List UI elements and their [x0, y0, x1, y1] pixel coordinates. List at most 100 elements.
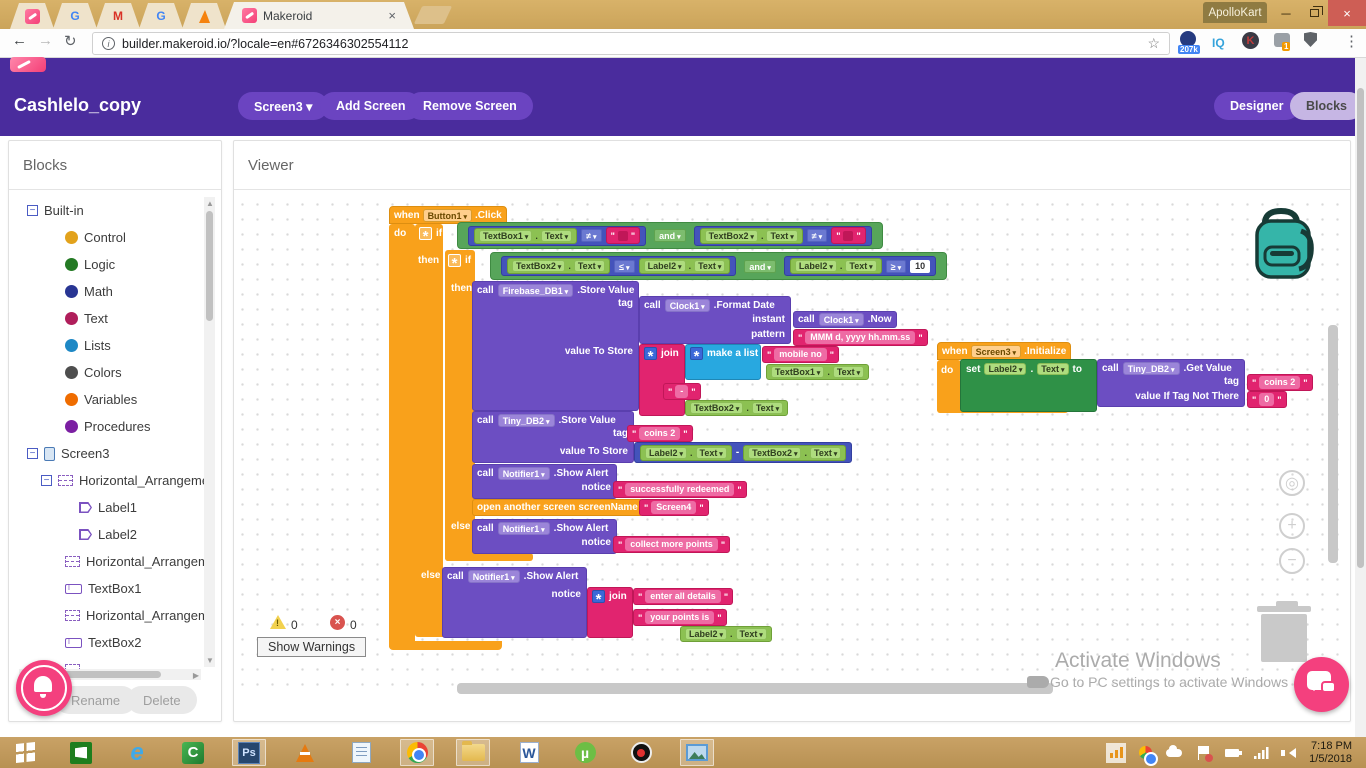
taskbar-explorer-button[interactable]: [456, 739, 490, 766]
tree-item-built-in[interactable]: − Built-in: [9, 197, 205, 224]
taskbar-camtasia-button[interactable]: C: [176, 739, 210, 766]
textbox2-dropdown[interactable]: TextBox2: [704, 229, 758, 242]
your-points-text-block[interactable]: " your points is ": [633, 609, 727, 626]
browser-profile-name[interactable]: ApolloKart: [1203, 2, 1267, 23]
remove-screen-button[interactable]: Remove Screen: [407, 92, 533, 120]
scroll-right-icon[interactable]: ▶: [192, 671, 199, 680]
tree-item-textbox1[interactable]: I TextBox1: [9, 575, 205, 602]
shield-extension-icon[interactable]: [1304, 32, 1317, 50]
label2-dropdown[interactable]: Label2: [643, 260, 686, 272]
taskbar-photos-button[interactable]: [680, 739, 714, 766]
tree-item-screen3[interactable]: − Screen3: [9, 440, 205, 467]
neq-operator-dropdown[interactable]: ≠: [581, 229, 602, 242]
mutator-gear-icon[interactable]: [690, 347, 703, 360]
taskbar-clock[interactable]: 7:18 PM 1/5/2018: [1309, 740, 1358, 766]
pinned-tab-google-favicon[interactable]: G: [139, 3, 183, 29]
and-operator-dropdown[interactable]: and: [654, 229, 686, 242]
show-warnings-button[interactable]: Show Warnings: [257, 637, 367, 657]
taskbar-utorrent-button[interactable]: µ: [568, 739, 602, 766]
window-minimize-button[interactable]: ─: [1281, 5, 1291, 21]
textbox2-dropdown[interactable]: TextBox2: [512, 260, 566, 272]
tree-item-math[interactable]: Math: [9, 278, 205, 305]
tree-item-variables[interactable]: Variables: [9, 386, 205, 413]
geq-operator-dropdown[interactable]: ≥: [885, 259, 907, 273]
text-property-dropdown[interactable]: Text: [832, 366, 865, 378]
makeroid-logo[interactable]: [10, 57, 46, 72]
blocks-tab-button[interactable]: Blocks: [1290, 92, 1363, 120]
delete-button[interactable]: Delete: [127, 686, 197, 714]
taskbar-ie-button[interactable]: e: [120, 739, 154, 766]
tab-close-icon[interactable]: ×: [388, 8, 396, 23]
window-restore-button[interactable]: [1300, 0, 1328, 26]
coins2-text-block[interactable]: " coins 2 ": [627, 425, 693, 442]
text-property-dropdown[interactable]: Text: [735, 628, 767, 640]
and-operator-dropdown[interactable]: and: [744, 259, 776, 273]
taskbar-store-button[interactable]: [64, 739, 98, 766]
textbox2-text-getter[interactable]: TextBox2 . Text: [507, 258, 611, 274]
not-equal-block[interactable]: TextBox2 . Text ≠ "": [693, 225, 872, 246]
clock-now-block[interactable]: call Clock1 .Now: [793, 311, 897, 328]
new-tab-button[interactable]: [413, 6, 453, 24]
tree-item-colors[interactable]: Colors: [9, 359, 205, 386]
active-tab[interactable]: Makeroid ×: [224, 2, 414, 29]
notification-bell-fab[interactable]: [16, 660, 72, 716]
add-screen-button[interactable]: Add Screen: [320, 92, 422, 120]
label2-text-getter[interactable]: Label2 . Text: [680, 626, 772, 642]
open-screen-block[interactable]: open another screen screenName: [472, 499, 643, 516]
if1-block-spine[interactable]: [415, 224, 443, 636]
and-block[interactable]: TextBox2 . Text ≤ Label2 . Text and Labe…: [490, 252, 948, 280]
label2-text-getter[interactable]: Label2 . Text: [789, 258, 882, 274]
text-property-dropdown[interactable]: Text: [573, 260, 606, 272]
subtraction-block[interactable]: Label2 . Text - TextBox2 . Text: [634, 442, 853, 463]
pocket-extension-icon[interactable]: 1: [1274, 33, 1291, 51]
page-info-icon[interactable]: i: [102, 37, 115, 50]
tray-battery-icon[interactable]: [1222, 743, 1242, 763]
tree-item-label2[interactable]: Label2: [9, 521, 205, 548]
pinned-tab-firebase-favicon[interactable]: [182, 3, 226, 29]
browser-menu-icon[interactable]: ⋮: [1344, 33, 1359, 50]
zoom-out-icon[interactable]: −: [1279, 548, 1305, 574]
notifier-show-alert-block[interactable]: call Notifier1 .Show Alert notice: [442, 567, 587, 638]
tray-cloud-icon[interactable]: [1164, 743, 1184, 763]
label2-dropdown[interactable]: Label2: [645, 446, 687, 459]
collapse-icon[interactable]: −: [27, 205, 38, 216]
tree-item-lists[interactable]: Lists: [9, 332, 205, 359]
tray-flag-icon[interactable]: [1193, 743, 1213, 763]
when-click-block-bottom[interactable]: [389, 641, 502, 650]
label2-dropdown[interactable]: Label2: [794, 260, 837, 272]
k-extension-icon[interactable]: K: [1242, 32, 1259, 49]
when-click-block-spine[interactable]: [389, 224, 415, 649]
window-close-button[interactable]: ×: [1328, 0, 1366, 26]
firebase-db1-dropdown[interactable]: Firebase_DB1: [497, 284, 574, 297]
tree-item-logic[interactable]: Logic: [9, 251, 205, 278]
firebase-store-value-block[interactable]: call Firebase_DB1 .Store Value tag value…: [472, 281, 639, 411]
tree-item-ha1[interactable]: − Horizontal_Arrangeme: [9, 467, 205, 494]
notifier-show-alert-block[interactable]: call Notifier1 .Show Alert notice: [472, 464, 617, 499]
tiny-db2-dropdown[interactable]: Tiny_DB2: [497, 414, 555, 427]
text-property-dropdown[interactable]: Text: [751, 402, 784, 414]
notifier1-dropdown[interactable]: Notifier1: [467, 570, 520, 583]
number-10-block[interactable]: 10: [910, 259, 931, 273]
back-icon[interactable]: ←: [12, 32, 27, 49]
textbox2-dropdown[interactable]: TextBox2: [748, 446, 802, 459]
page-scrollbar[interactable]: [1355, 58, 1366, 737]
clock1-dropdown[interactable]: Clock1: [664, 299, 710, 312]
empty-string-block[interactable]: " ": [605, 227, 641, 244]
leq-operator-dropdown[interactable]: ≤: [614, 259, 635, 273]
textbox2-text-getter[interactable]: TextBox2 . Text: [685, 400, 789, 416]
tree-item-procedures[interactable]: Procedures: [9, 413, 205, 440]
join-block[interactable]: join: [639, 344, 685, 416]
mutator-gear-icon[interactable]: [419, 227, 432, 240]
set-label2-text-block[interactable]: set Label2 . Text to: [960, 359, 1097, 412]
screen3-dropdown[interactable]: Screen3: [970, 344, 1022, 358]
taskbar-vlc-button[interactable]: [288, 739, 322, 766]
clock1-dropdown[interactable]: Clock1: [818, 313, 864, 326]
make-a-list-block[interactable]: make a list: [685, 344, 761, 380]
recenter-blocks-icon[interactable]: ◎: [1279, 470, 1305, 496]
tree-item-text[interactable]: Text: [9, 305, 205, 332]
scroll-down-icon[interactable]: ▼: [206, 656, 214, 665]
adblock-extension-icon[interactable]: 207k: [1178, 31, 1200, 54]
screen4-text-block[interactable]: " Screen4 ": [639, 499, 709, 516]
textbox1-dropdown[interactable]: TextBox1: [479, 229, 533, 242]
mutator-gear-icon[interactable]: [448, 254, 461, 267]
